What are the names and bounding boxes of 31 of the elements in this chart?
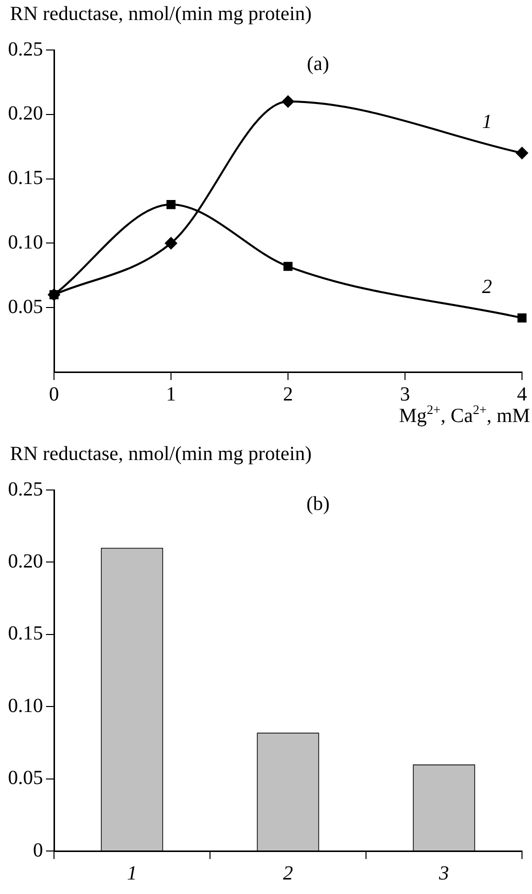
x-tick-label: 1 <box>127 862 137 884</box>
point <box>516 147 528 160</box>
y-tick-label: 0 <box>33 839 43 862</box>
y-tick-label: 0.25 <box>8 478 43 500</box>
y-tick-label: 0.15 <box>8 622 43 645</box>
x-tick-label: 2 <box>283 862 293 884</box>
y-tick-label: 0.20 <box>8 550 43 572</box>
series-label: 2 <box>482 276 492 298</box>
y-tick-label: 0.05 <box>8 767 43 790</box>
x-tick-label: 1 <box>166 383 176 406</box>
point <box>282 96 294 108</box>
y-tick-label: 0.10 <box>8 694 43 717</box>
y-axis-title: RN reductase, nmol/(min mg protein) <box>10 443 312 465</box>
x-tick-label: 2 <box>283 383 293 406</box>
chart-title: (b) <box>306 493 330 515</box>
y-tick-label: 0.10 <box>8 231 43 254</box>
y-tick-label: 0.25 <box>8 38 43 60</box>
x-tick-label: 4 <box>517 383 527 406</box>
y-tick-label: 0.15 <box>8 167 43 190</box>
y-tick-label: 0.05 <box>8 296 43 318</box>
x-tick-label: 0 <box>49 383 59 406</box>
chart-title: (a) <box>306 53 330 75</box>
x-tick-label: 3 <box>438 862 449 884</box>
series-label: 1 <box>482 111 492 134</box>
point <box>283 262 293 271</box>
x-tick-label: 3 <box>400 383 410 406</box>
point <box>166 200 176 210</box>
point <box>165 237 177 250</box>
y-axis-title: RN reductase, nmol/(min mg protein) <box>10 3 312 25</box>
point <box>517 313 527 322</box>
y-tick-label: 0.20 <box>8 102 43 125</box>
